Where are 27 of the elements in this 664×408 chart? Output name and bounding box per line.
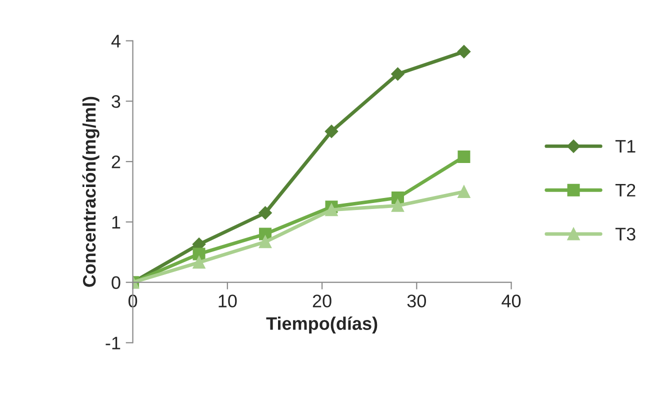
y-tick-label: 2: [112, 156, 120, 168]
point: [192, 256, 206, 269]
y-tick-label: 1: [112, 216, 120, 228]
point: [458, 186, 470, 198]
y-tick-label: -1: [106, 336, 120, 350]
point: [192, 248, 206, 260]
point: [325, 204, 338, 216]
x-tick-label: 20: [312, 294, 332, 308]
point: [391, 199, 404, 212]
x-tick-label: 0: [128, 294, 138, 308]
x-tick-label: 40: [502, 294, 521, 308]
point: [258, 206, 272, 220]
x-tick-label: 30: [407, 294, 426, 308]
legend-label: T1: [615, 140, 636, 153]
point: [458, 150, 470, 163]
point: [391, 67, 404, 81]
y-tick-label: 0: [112, 276, 120, 290]
y-tick-label: 4: [111, 34, 120, 48]
y-tick-label: 3: [112, 95, 120, 108]
x-axis-title: Tiempo(días): [266, 316, 378, 334]
x-tick-label: 10: [218, 294, 237, 308]
legend-label: T3: [615, 228, 636, 241]
point: [457, 45, 471, 58]
point: [259, 236, 272, 248]
y-axis-title: Concentración(mg/ml): [82, 96, 100, 287]
legend-label: T2: [615, 184, 636, 196]
point: [324, 124, 338, 138]
